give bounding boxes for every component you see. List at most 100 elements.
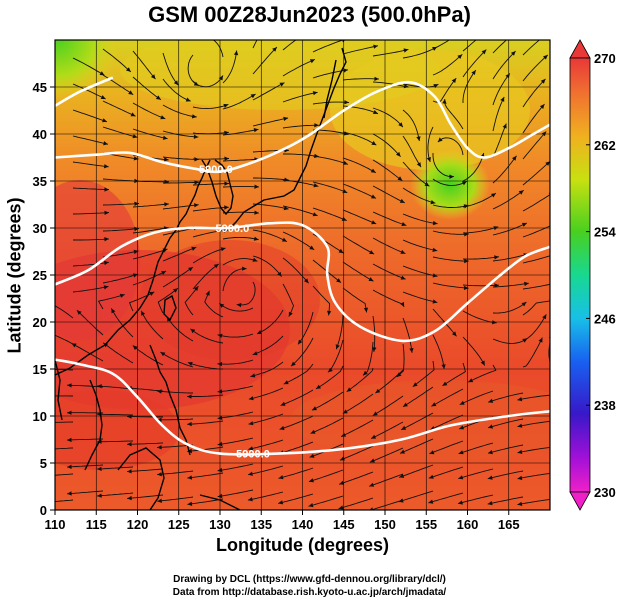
streamline-arrowhead <box>524 281 529 287</box>
y-axis-ticks: 0 5 10 15 20 25 30 35 40 45 <box>33 80 55 518</box>
streamline-arrowhead <box>134 226 139 232</box>
streamline-arrowhead <box>338 505 344 510</box>
streamline-arrowhead <box>457 54 463 59</box>
streamline <box>252 82 285 101</box>
streamline-arrowhead <box>37 474 42 478</box>
streamline-arrowhead <box>346 387 352 392</box>
streamline-arrowhead <box>97 466 102 471</box>
x-tick-label: 150 <box>374 517 396 532</box>
streamline <box>468 364 497 383</box>
streamline-arrowhead <box>428 474 434 479</box>
streamline <box>282 40 297 51</box>
streamline <box>522 255 550 264</box>
streamline-arrowhead <box>132 345 138 351</box>
streamline <box>55 473 74 476</box>
y-tick-label: 15 <box>33 362 47 377</box>
contour-5900-west <box>55 358 550 456</box>
streamline-arrowhead <box>157 498 162 503</box>
contour-5850 <box>55 80 550 174</box>
streamline <box>55 421 74 423</box>
streamline <box>398 490 434 503</box>
streamline <box>522 283 550 290</box>
streamline <box>102 126 138 138</box>
streamline <box>430 414 464 431</box>
streamline <box>308 469 344 483</box>
streamline-arrowhead <box>441 364 446 369</box>
streamline-arrowhead <box>67 464 72 469</box>
streamline-arrowhead <box>336 278 341 283</box>
coast-vietnam <box>84 379 103 471</box>
streamline-arrowhead <box>102 118 107 123</box>
streamline <box>492 338 528 344</box>
streamline <box>97 466 134 470</box>
streamline-arrowhead <box>104 210 109 215</box>
x-axis-label: Longitude (degrees) <box>215 535 389 555</box>
streamline-arrowhead <box>224 181 229 186</box>
streamline <box>102 228 139 232</box>
streamline-arrowhead <box>342 189 348 194</box>
streamline-arrowhead <box>103 164 109 169</box>
streamline-arrowhead <box>217 467 223 473</box>
streamline <box>72 285 109 293</box>
streamline-arrowhead <box>254 184 259 189</box>
streamline-arrowhead <box>199 34 204 38</box>
x-tick-label: 140 <box>292 517 314 532</box>
streamline <box>487 470 524 480</box>
streamline-arrowhead <box>173 288 178 293</box>
coast-newguinea <box>199 494 241 510</box>
streamline-arrowhead <box>545 161 550 166</box>
y-tick-label: 35 <box>33 174 47 189</box>
streamline-arrowhead <box>488 450 493 455</box>
streamline-arrowhead <box>132 273 138 278</box>
streamline <box>102 178 139 182</box>
coast-china <box>55 159 211 376</box>
streamline-arrowhead <box>217 333 223 338</box>
streamline <box>163 181 200 184</box>
streamline-arrowhead <box>130 112 136 117</box>
streamline-arrowhead <box>372 411 378 416</box>
streamline-arrowhead <box>304 278 309 284</box>
figure-title: GSM 00Z28Jun2023 (500.0hPa) <box>148 2 471 27</box>
streamline-arrowhead <box>369 482 375 487</box>
streamline-arrowhead <box>103 141 108 146</box>
streamline <box>192 206 229 212</box>
streamline <box>162 246 197 262</box>
streamline <box>372 185 406 204</box>
streamline <box>342 45 379 55</box>
streamline-arrowhead <box>488 424 493 429</box>
streamline-arrowhead <box>458 450 464 455</box>
streamline <box>162 156 199 160</box>
streamline-arrowhead <box>487 475 493 480</box>
streamline-arrowhead <box>193 286 199 291</box>
streamline <box>72 109 108 123</box>
streamline-arrowhead <box>248 421 254 426</box>
streamline <box>432 204 469 208</box>
streamline <box>126 442 164 445</box>
streamline <box>162 104 197 118</box>
streamline-arrowhead <box>481 49 487 55</box>
streamline <box>342 261 374 282</box>
streamline <box>548 340 550 364</box>
streamline <box>437 137 464 156</box>
streamline-arrowhead <box>517 501 523 506</box>
streamline <box>522 103 545 134</box>
x-tick-label: 145 <box>333 517 355 532</box>
streamline-arrowhead <box>430 200 436 205</box>
streamline <box>310 417 344 434</box>
streamline <box>250 361 284 378</box>
streamline-arrowhead <box>161 271 167 275</box>
streamline-arrowhead <box>545 31 550 36</box>
streamline-arrowhead <box>313 183 319 188</box>
streamline-arrowhead <box>398 122 403 128</box>
streamline <box>492 155 517 184</box>
streamline <box>102 203 140 206</box>
contour-label: 5900.0 <box>199 164 233 176</box>
streamline-arrowhead <box>187 361 193 366</box>
streamline <box>399 438 434 454</box>
streamline-arrowhead <box>400 301 405 307</box>
streamline-arrowhead <box>468 378 474 383</box>
streamline <box>187 362 224 370</box>
streamline-arrowhead <box>369 507 374 510</box>
streamline-arrowhead <box>279 82 285 87</box>
streamline-arrowhead <box>517 449 523 454</box>
